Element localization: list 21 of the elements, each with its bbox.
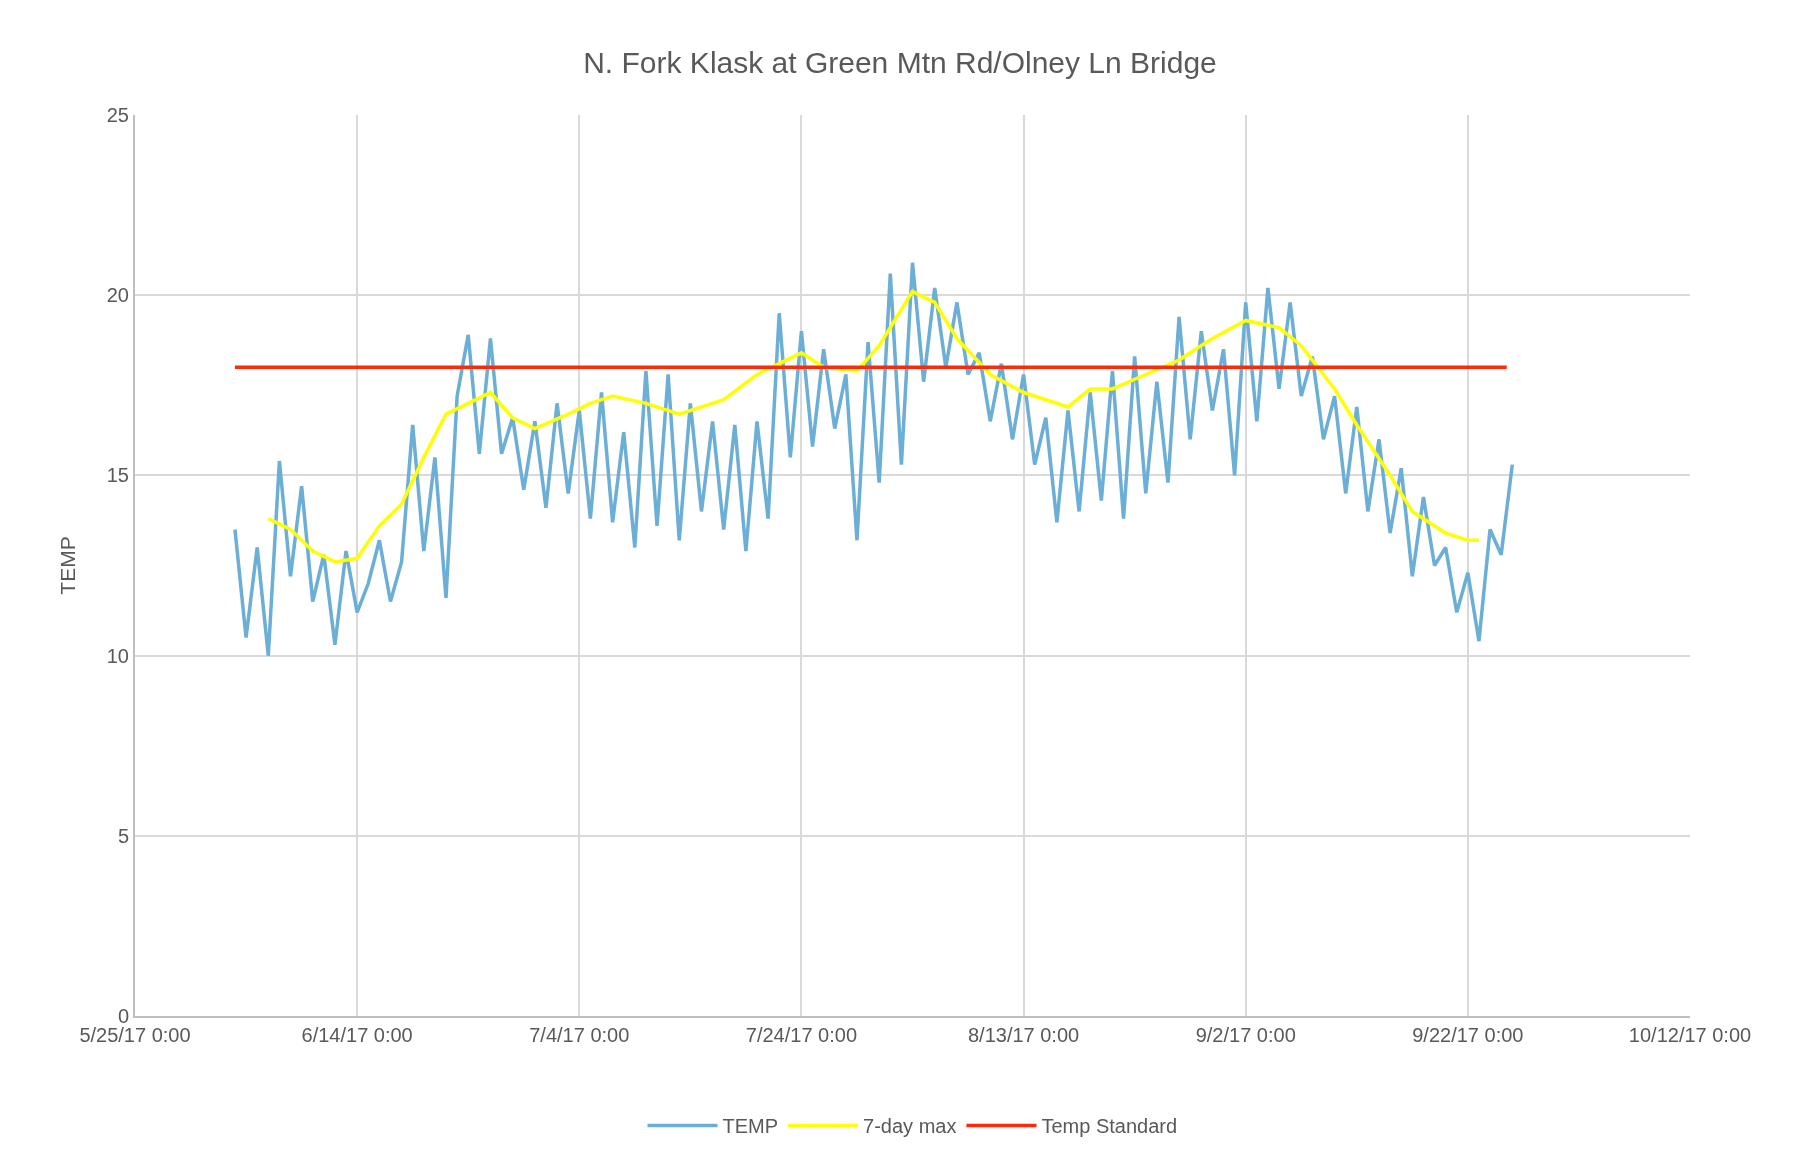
legend-label: 7-day max (863, 1115, 957, 1138)
x-tick-label: 5/25/17 0:00 (79, 1024, 191, 1046)
legend-label: TEMP (722, 1115, 779, 1138)
y-tick-label: 20 (106, 284, 129, 307)
x-tick-label: 9/2/17 0:00 (1195, 1024, 1296, 1046)
legend-label: Temp Standard (1041, 1115, 1178, 1138)
y-tick-label: 0 (117, 1005, 129, 1027)
y-tick-label: 15 (106, 464, 129, 487)
y-axis-title: TEMP (56, 536, 80, 595)
line-series (266, 289, 1481, 564)
chart-title: N. Fork Klask at Green Mtn Rd/Olney Ln Bridge (583, 46, 1217, 80)
y-tick-label: 5 (117, 824, 129, 847)
y-tick-label: 10 (106, 644, 129, 667)
x-tick-label: 6/14/17 0:00 (301, 1024, 413, 1046)
y-tick-label: 25 (106, 104, 129, 126)
x-tick-label: 7/4/17 0:00 (529, 1024, 630, 1046)
x-tick-label: 7/24/17 0:00 (745, 1024, 858, 1046)
line-series (233, 261, 1515, 658)
x-tick-label: 10/12/17 0:00 (1628, 1024, 1752, 1046)
x-tick-label: 8/13/17 0:00 (967, 1024, 1080, 1046)
x-tick-label: 9/22/17 0:00 (1412, 1024, 1524, 1046)
